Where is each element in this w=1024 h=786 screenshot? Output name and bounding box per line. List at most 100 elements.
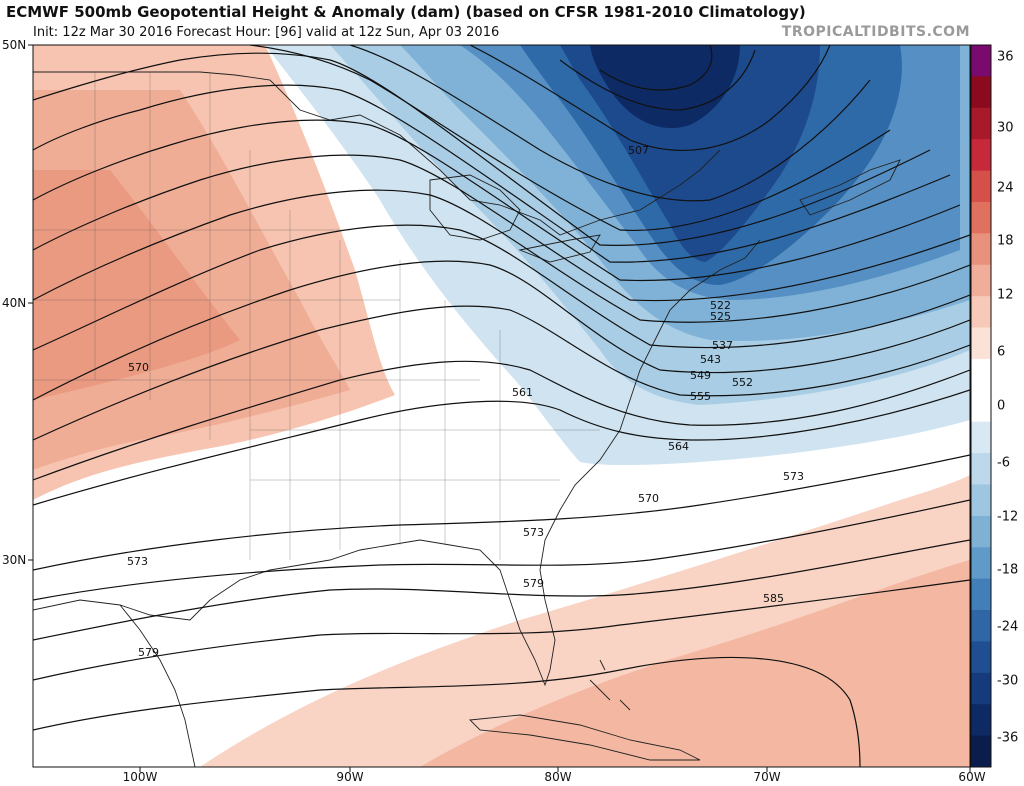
contour-label: 543 <box>700 353 721 366</box>
contour-line <box>599 45 713 91</box>
contour-label: 552 <box>732 376 753 389</box>
colorbar-frame <box>970 44 992 768</box>
bahamas <box>589 659 631 711</box>
contour-line <box>469 45 831 151</box>
colorbar-swatch <box>971 170 991 203</box>
colorbar-swatch <box>971 547 991 580</box>
contour-line <box>349 45 871 202</box>
colorbar <box>971 45 991 768</box>
figure-title: ECMWF 500mb Geopotential Height & Anomal… <box>6 3 806 21</box>
colorbar-swatch <box>971 296 991 329</box>
contour-label: 579 <box>138 646 159 659</box>
colorbar-label: 6 <box>997 344 1006 360</box>
nova-scotia <box>799 159 901 216</box>
lat-label-30n: 30N <box>2 553 27 567</box>
gulf-coast <box>33 239 761 687</box>
contour-line <box>33 84 951 263</box>
colorbar-label: 36 <box>997 49 1014 65</box>
contour-line <box>33 656 861 767</box>
lat-label-40n: 40N <box>2 296 27 310</box>
contour-line <box>33 260 970 401</box>
colorbar-label: 24 <box>997 180 1014 196</box>
colorbar-label: 12 <box>997 287 1014 303</box>
lon-label-90w: 90W <box>336 770 364 784</box>
contour-line <box>33 154 970 302</box>
site-credit: TROPICALTIDBITS.COM <box>781 24 970 40</box>
state-lines <box>33 72 600 560</box>
colorbar-swatch <box>971 610 991 642</box>
colorbar-swatch <box>971 453 991 485</box>
contour-line <box>33 539 970 641</box>
colorbar-swatch <box>971 45 991 77</box>
colorbar-swatch <box>971 515 991 548</box>
us-canada-border <box>33 71 721 236</box>
colorbar-label: 30 <box>997 120 1014 136</box>
contour-line <box>559 49 756 111</box>
contour-labels: 507 522 525 537 543 549 552 555 561 564 … <box>127 144 804 659</box>
colorbar-label: 0 <box>997 398 1006 414</box>
contour-line <box>33 389 970 506</box>
positive-anomaly-west-inner <box>33 170 240 400</box>
colorbar-swatch <box>971 390 991 423</box>
colorbar-swatch <box>971 76 991 109</box>
colorbar-swatch <box>971 264 991 297</box>
lat-label-50n: 50N <box>2 38 27 52</box>
colorbar-swatch <box>971 704 991 737</box>
colorbar-swatch <box>971 233 991 266</box>
contour-label: 507 <box>628 144 649 157</box>
contour-line <box>33 454 970 571</box>
colorbar-swatch <box>971 201 991 234</box>
cuba <box>469 714 701 761</box>
colorbar-label: -18 <box>997 562 1019 578</box>
colorbar-swatch <box>971 672 991 705</box>
contour-line <box>249 45 891 232</box>
colorbar-swatch <box>971 107 991 140</box>
axis-ticks <box>28 44 971 772</box>
colorbar-swatch <box>971 641 991 674</box>
anomaly-shading <box>33 45 970 767</box>
height-contours <box>33 45 970 767</box>
contour-label: 579 <box>523 577 544 590</box>
map-frame <box>32 44 971 768</box>
colorbar-label: -30 <box>997 673 1019 689</box>
lon-label-70w: 70W <box>753 770 781 784</box>
colorbar-label: -24 <box>997 619 1019 635</box>
contour-line <box>33 305 970 441</box>
contour-line <box>33 360 970 481</box>
contour-label: 573 <box>127 555 148 568</box>
contour-label: 549 <box>690 369 711 382</box>
colorbar-label: -36 <box>997 730 1019 746</box>
lon-label-80w: 80W <box>544 770 572 784</box>
colorbar-swatch <box>971 578 991 611</box>
figure-subtitle: Init: 12z Mar 30 2016 Forecast Hour: [96… <box>33 25 500 40</box>
contour-label: 561 <box>512 386 533 399</box>
positive-anomaly-southeast-2 <box>420 560 970 767</box>
great-lakes <box>429 174 521 241</box>
contour-label: 525 <box>710 310 731 323</box>
colorbar-swatch <box>971 421 991 454</box>
contour-label: 585 <box>763 592 784 605</box>
contour-line <box>33 52 931 246</box>
contour-line <box>33 224 970 351</box>
colorbar-swatch <box>971 139 991 172</box>
colorbar-swatch <box>971 358 991 391</box>
contour-label: 573 <box>783 470 804 483</box>
negative-anomaly-core <box>590 45 740 129</box>
contour-label: 564 <box>668 440 689 453</box>
contour-line <box>33 579 970 681</box>
contour-line <box>33 499 970 601</box>
mexico-coast <box>119 604 196 767</box>
contour-label: 570 <box>638 492 659 505</box>
contour-label: 537 <box>712 339 733 352</box>
colorbar-swatch <box>971 735 991 768</box>
colorbar-label: -12 <box>997 509 1019 525</box>
contour-label: 522 <box>710 299 731 312</box>
contour-line <box>33 119 961 282</box>
colorbar-label: -6 <box>997 455 1010 471</box>
colorbar-label: 18 <box>997 233 1014 249</box>
colorbar-swatch <box>971 484 991 517</box>
contour-label: 570 <box>128 361 149 374</box>
contour-label: 573 <box>523 526 544 539</box>
